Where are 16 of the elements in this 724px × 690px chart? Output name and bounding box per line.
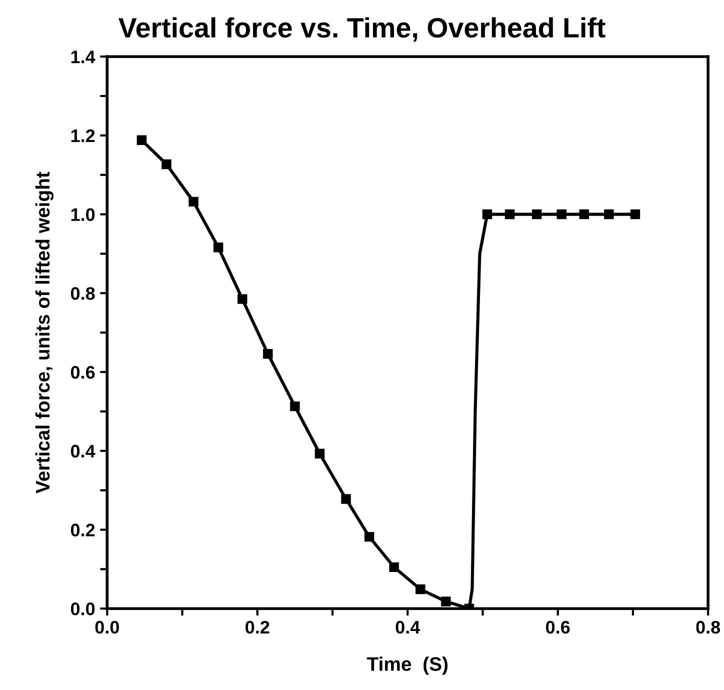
x-axis-title: Time (S) [366,656,448,675]
x-tick-label: 0.0 [95,620,119,634]
y-tick-label: 0.4 [70,444,96,458]
chart-title: Vertical force vs. Time, Overhead Lift [118,17,606,42]
x-tick-label: 0.8 [696,620,720,634]
y-axis-title: Vertical force, units of lifted weight [35,172,54,494]
y-tick-label: 1.4 [71,50,96,64]
x-tick-label: 0.6 [546,620,570,634]
y-tick-label: 0.0 [70,602,95,616]
y-tick-label: 1.0 [71,208,95,222]
y-tick-label: 0.2 [70,524,95,536]
y-tick-label: 1.2 [71,129,95,142]
x-tick-label: 0.2 [246,620,270,634]
y-tick-label: 0.6 [70,366,95,379]
y-tick-label: 0.8 [70,287,95,300]
x-tick-label: 0.4 [396,620,420,634]
